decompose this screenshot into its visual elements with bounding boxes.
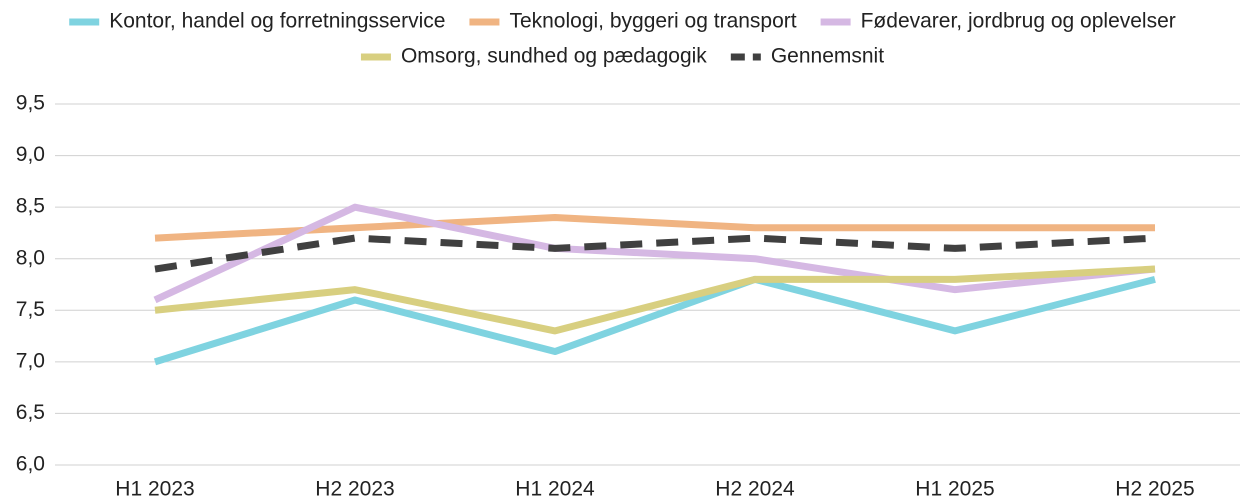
x-tick-label: H2 2025 xyxy=(1115,478,1194,501)
legend-label: Kontor, handel og forretningsservice xyxy=(109,10,445,33)
series-line xyxy=(154,265,1156,335)
y-tick-label: 8,5 xyxy=(16,195,45,218)
series-line xyxy=(153,275,1156,366)
x-tick-label: H1 2023 xyxy=(115,478,194,501)
x-tick-label: H2 2023 xyxy=(315,478,394,501)
legend-row: Omsorg, sundhed og pædagogik Gennemsnit xyxy=(360,45,884,68)
legend-label: Fødevarer, jordbrug og oplevelser xyxy=(861,10,1176,33)
x-tick-label: H1 2024 xyxy=(515,478,595,501)
series-line xyxy=(153,203,1156,304)
series-line xyxy=(154,213,1155,242)
legend-label: Gennemsnit xyxy=(771,45,884,68)
legend-label: Omsorg, sundhed og pædagogik xyxy=(401,45,707,68)
y-tick-label: 7,0 xyxy=(16,349,45,372)
y-tick-label: 9,0 xyxy=(16,143,45,166)
y-tick-label: 6,5 xyxy=(16,401,45,424)
series-line xyxy=(154,234,1156,273)
legend-label: Teknologi, byggeri og transport xyxy=(509,10,796,33)
y-tick-label: 8,0 xyxy=(16,246,45,269)
x-tick-label: H2 2024 xyxy=(715,478,795,501)
y-tick-label: 6,0 xyxy=(16,453,45,476)
x-tick-label: H1 2025 xyxy=(915,478,994,501)
y-tick-label: 7,5 xyxy=(16,298,45,321)
y-tick-label: 9,5 xyxy=(16,92,45,115)
legend-row: Kontor, handel og forretningsservice Tekn… xyxy=(69,10,1176,33)
